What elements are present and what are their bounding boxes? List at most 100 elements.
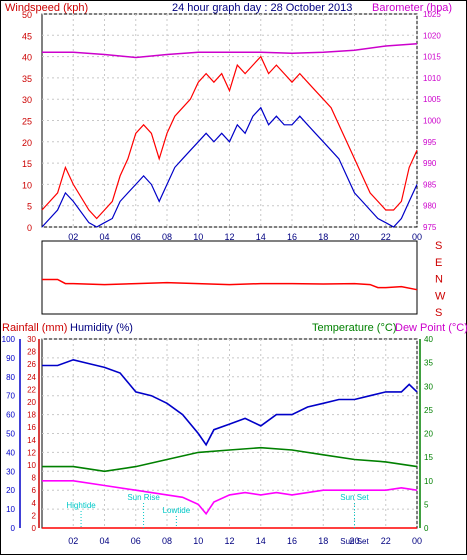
climate-x-tick-label: 18	[318, 536, 328, 546]
windspeed-title: Windspeed (kph)	[5, 2, 88, 14]
direction-plot-frame	[41, 240, 418, 315]
direction-series-line	[42, 278, 418, 291]
temp-y-tick-label: 15	[424, 453, 433, 462]
direction-tick-label: W	[435, 290, 446, 302]
temp-y-tick-label: 0	[424, 524, 429, 533]
climate-x-tick-label: 00	[412, 536, 422, 546]
barometer-y-tick-label: 1005	[423, 95, 441, 104]
temp-y-tick-label: 20	[424, 430, 433, 439]
rain-y-tick-label: 20	[27, 398, 36, 407]
rain-y-tick-label: 26	[27, 360, 36, 369]
wind-x-tick-label: 12	[224, 232, 234, 242]
rain-y-tick-label: 24	[27, 373, 36, 382]
humidity-y-tick-label: 80	[6, 373, 15, 382]
climate-x-tick-label: 14	[256, 536, 266, 546]
climate-x-tick-label: 08	[162, 536, 172, 546]
barometer-y-tick-label: 990	[423, 159, 437, 168]
direction-tick-label: S	[435, 307, 442, 319]
barometer-y-tick-label: 1015	[423, 53, 441, 62]
wind-x-tick-label: 16	[287, 232, 297, 242]
climate-grid	[42, 338, 418, 529]
wind-y-tick-label: 0	[27, 223, 32, 233]
rain-y-tick-label: 4	[32, 499, 37, 508]
wind-series-line-barometer	[42, 43, 418, 59]
wind-x-tick-label: 08	[162, 232, 172, 242]
humidity-y-tick-label: 100	[2, 335, 16, 344]
temp-y-tick-label: 40	[424, 335, 433, 344]
wind-x-tick-label: 10	[193, 232, 203, 242]
barometer-y-tick-label: 985	[423, 180, 437, 189]
temp-y-tick-label: 35	[424, 359, 433, 368]
temp-y-tick-label: 30	[424, 382, 433, 391]
temp-y-tick-label: 25	[424, 406, 433, 415]
climate-series-line-humidity	[42, 358, 418, 447]
rain-y-tick-label: 16	[27, 423, 36, 432]
dewpoint-label: Dew Point (°C)	[395, 322, 467, 334]
rain-y-tick-label: 0	[32, 524, 37, 533]
direction-tick-label: E	[435, 257, 442, 269]
rainfall-label: Rainfall (mm)	[2, 322, 67, 334]
annotation-label: Sun Set	[340, 537, 369, 546]
humidity-label: Humidity (%)	[70, 322, 133, 334]
humidity-y-tick-label: 0	[11, 524, 16, 533]
climate-x-tick-label: 04	[99, 536, 109, 546]
barometer-y-tick-label: 975	[423, 223, 437, 232]
temp-y-tick-label: 10	[424, 477, 433, 486]
climate-x-tick-label: 10	[193, 536, 203, 546]
humidity-y-tick-label: 20	[6, 486, 15, 495]
wind-x-tick-label: 00	[412, 232, 422, 242]
wind-series-line-gust	[41, 55, 418, 220]
wind-x-tick-label: 06	[131, 232, 141, 242]
wind-series	[41, 43, 418, 228]
wind-axis-ticks: 0510152025303540455097598098599099510001…	[22, 10, 441, 242]
climate-x-tick-label: 06	[131, 536, 141, 546]
wind-y-tick-label: 20	[22, 138, 32, 148]
wind-y-tick-label: 10	[22, 180, 32, 190]
barometer-y-tick-label: 1025	[423, 10, 441, 19]
rain-y-tick-label: 6	[32, 486, 37, 495]
barometer-title: Barometer (hpa)	[372, 2, 452, 14]
barometer-y-tick-label: 1000	[423, 117, 441, 126]
rain-y-tick-label: 14	[27, 436, 36, 445]
direction-tick-label: S	[435, 240, 442, 252]
annotation-label: Sun Set	[340, 493, 369, 502]
wind-y-tick-label: 30	[22, 95, 32, 105]
humidity-y-tick-label: 30	[6, 467, 15, 476]
humidity-y-tick-label: 60	[6, 411, 15, 420]
rain-y-tick-label: 8	[32, 474, 37, 483]
rain-y-tick-label: 22	[27, 385, 36, 394]
temperature-label: Temperature (°C)	[312, 322, 396, 334]
direction-series	[42, 278, 418, 291]
barometer-y-tick-label: 980	[423, 202, 437, 211]
annotation-label: Hightide	[66, 501, 96, 510]
annotation-label: Sun Rise	[127, 493, 160, 502]
barometer-y-tick-label: 1010	[423, 74, 441, 83]
wind-x-tick-label: 14	[256, 232, 266, 242]
barometer-y-tick-label: 1020	[423, 31, 441, 40]
climate-series-line-dew-point	[42, 479, 418, 516]
climate-axis-ticks: 0102030405060708090100024681012141618202…	[2, 335, 434, 546]
humidity-y-tick-label: 40	[6, 448, 15, 457]
rain-y-tick-label: 10	[27, 461, 36, 470]
wind-x-tick-label: 18	[318, 232, 328, 242]
temp-y-tick-label: 5	[424, 500, 429, 509]
wind-y-tick-label: 15	[22, 159, 32, 169]
wind-x-tick-label: 22	[381, 232, 391, 242]
rain-y-tick-label: 2	[32, 511, 37, 520]
graph-title: 24 hour graph day : 28 October 2013	[172, 2, 352, 14]
wind-series-line-average	[41, 106, 418, 228]
wind-x-tick-label: 20	[349, 232, 359, 242]
climate-x-tick-label: 02	[68, 536, 78, 546]
wind-y-tick-label: 40	[22, 53, 32, 63]
climate-x-tick-label: 22	[381, 536, 391, 546]
rain-y-tick-label: 30	[27, 335, 36, 344]
climate-x-tick-label: 20	[349, 536, 359, 546]
wind-x-tick-label: 02	[68, 232, 78, 242]
humidity-y-tick-label: 50	[6, 430, 15, 439]
rain-y-tick-label: 12	[27, 448, 36, 457]
climate-series-line-temperature	[42, 446, 418, 473]
